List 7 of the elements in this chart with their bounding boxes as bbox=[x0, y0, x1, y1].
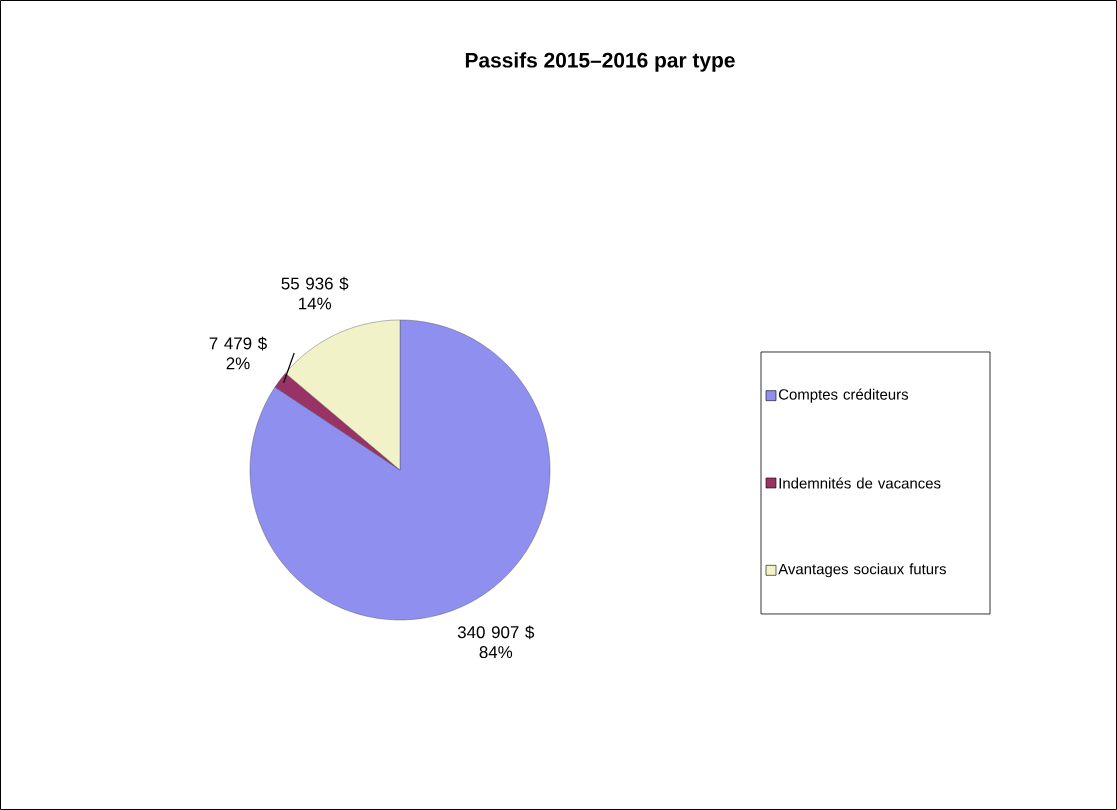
data-label: 340 907 $ 84% bbox=[457, 625, 535, 659]
chart-title: Passifs 2015–2016 par type bbox=[465, 52, 735, 72]
data-label: 55 936 $ 14% bbox=[281, 276, 349, 310]
legend-label: Indemnités de vacances bbox=[779, 477, 941, 489]
data-label: 7 479 $ 2% bbox=[209, 336, 267, 370]
legend-label: Comptes créditeurs bbox=[778, 388, 909, 403]
legend-label: Avantages sociaux futurs bbox=[778, 563, 946, 578]
